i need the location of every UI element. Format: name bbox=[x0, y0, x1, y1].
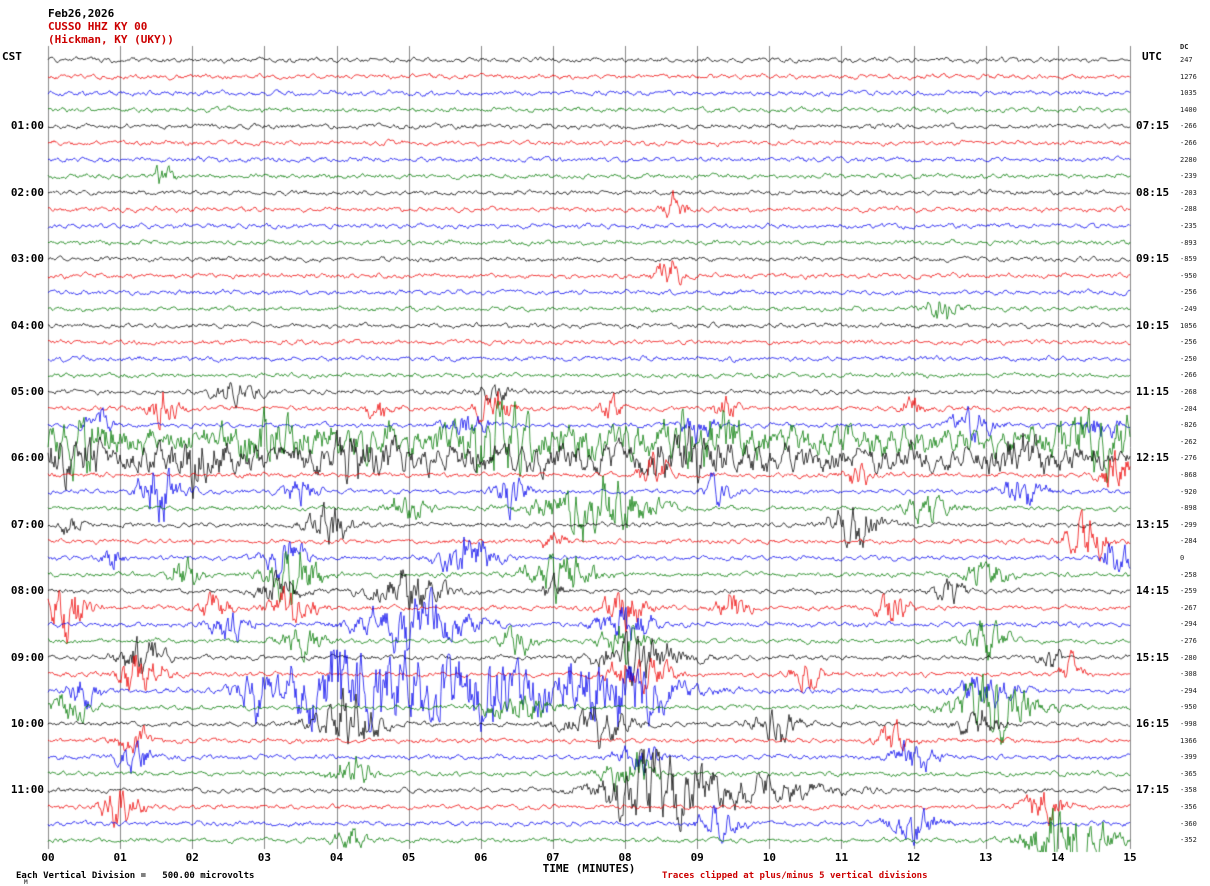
hour-label-left: 11:00 bbox=[10, 783, 44, 797]
dc-offset-value: -950 bbox=[1180, 271, 1197, 280]
hour-label-left: 04:00 bbox=[10, 318, 44, 332]
hour-label-right: 14:15 bbox=[1136, 584, 1170, 598]
x-axis-title: TIME (MINUTES) bbox=[542, 862, 636, 875]
dc-offset-value: -868 bbox=[1180, 471, 1197, 479]
dc-offset-value: -920 bbox=[1180, 487, 1197, 496]
dc-offset-value: 0 bbox=[1180, 554, 1185, 562]
hour-label-left: 03:00 bbox=[10, 252, 44, 266]
dc-offset-value: -266 bbox=[1180, 122, 1197, 131]
x-tick-label: 12 bbox=[906, 851, 921, 864]
dc-offset-value: -360 bbox=[1180, 819, 1197, 828]
hour-label-left: 07:00 bbox=[10, 517, 44, 531]
dc-offset-value: -268 bbox=[1180, 388, 1197, 396]
hour-label-right: 08:15 bbox=[1136, 185, 1170, 199]
hour-label-left: 09:00 bbox=[10, 650, 44, 664]
x-tick-label: 09 bbox=[690, 851, 704, 864]
x-tick-label: 07 bbox=[546, 851, 560, 864]
hour-label-right: 13:15 bbox=[1136, 517, 1170, 531]
dc-offset-value: -826 bbox=[1180, 421, 1197, 430]
dc-offset-value: -365 bbox=[1180, 769, 1197, 778]
hour-label-right: 16:15 bbox=[1136, 717, 1170, 730]
dc-offset-value: -308 bbox=[1180, 670, 1197, 679]
dc-offset-value: -266 bbox=[1180, 139, 1197, 147]
hour-label-right: 17:15 bbox=[1136, 783, 1170, 797]
x-tick-label: 15 bbox=[1123, 851, 1137, 864]
plot-date: Feb26,2026 bbox=[48, 7, 115, 20]
dc-offset-value: -239 bbox=[1180, 172, 1197, 181]
footer-scale-note: Each Vertical Division = 500.00 microvol… bbox=[16, 871, 255, 881]
x-tick-label: 02 bbox=[185, 851, 199, 864]
dc-offset-value: -267 bbox=[1180, 603, 1197, 612]
x-tick-label: 00 bbox=[41, 851, 55, 864]
left-timezone-label: CST bbox=[2, 50, 22, 63]
dc-offset-value: -280 bbox=[1180, 653, 1197, 662]
hour-label-left: 01:00 bbox=[10, 119, 44, 133]
dc-offset-value: -266 bbox=[1180, 371, 1197, 380]
hour-label-left: 06:00 bbox=[10, 451, 44, 465]
x-tick-label: 11 bbox=[834, 851, 849, 864]
dc-offset-value: -998 bbox=[1180, 720, 1197, 728]
dc-offset-value: -358 bbox=[1180, 786, 1197, 795]
dc-offset-value: -259 bbox=[1180, 587, 1197, 596]
dc-offset-value: 1056 bbox=[1180, 321, 1197, 330]
right-timezone-label: UTC bbox=[1142, 50, 1162, 63]
corner-mark: M bbox=[24, 879, 28, 886]
dc-offset-value: -204 bbox=[1180, 404, 1197, 413]
dc-offset-value: -249 bbox=[1180, 305, 1197, 313]
dc-offset-value: -859 bbox=[1180, 255, 1197, 264]
station-code: CUSSO HHZ KY 00 bbox=[48, 20, 148, 33]
x-tick-label: 06 bbox=[474, 851, 488, 864]
dc-offset-value: -256 bbox=[1180, 338, 1197, 347]
dc-offset-value: -294 bbox=[1180, 686, 1197, 695]
hour-label-left: 08:00 bbox=[10, 584, 44, 598]
dc-offset-value: -950 bbox=[1180, 703, 1197, 712]
dc-offset-value: -352 bbox=[1180, 836, 1197, 845]
x-tick-label: 05 bbox=[402, 851, 416, 864]
hour-label-right: 10:15 bbox=[1136, 318, 1170, 332]
dc-offset-value: -235 bbox=[1180, 222, 1197, 230]
dc-offset-value: -294 bbox=[1180, 620, 1197, 629]
x-tick-label: 01 bbox=[113, 851, 127, 864]
dc-offset-value: -203 bbox=[1180, 188, 1197, 197]
dc-offset-value: -898 bbox=[1180, 504, 1197, 513]
dc-offset-value: -356 bbox=[1180, 803, 1197, 811]
dc-offset-value: -262 bbox=[1180, 437, 1197, 446]
dc-offset-value: -256 bbox=[1180, 288, 1197, 297]
dc-offset-value: 1400 bbox=[1180, 105, 1197, 114]
dc-offset-value: -399 bbox=[1180, 753, 1197, 762]
hour-label-right: 11:15 bbox=[1136, 385, 1170, 398]
dc-offset-value: -276 bbox=[1180, 454, 1197, 463]
x-tick-label: 10 bbox=[762, 851, 776, 864]
x-tick-label: 03 bbox=[257, 851, 272, 864]
hour-label-right: 12:15 bbox=[1136, 451, 1170, 465]
hour-label-left: 05:00 bbox=[10, 385, 44, 398]
dc-offset-value: -250 bbox=[1180, 354, 1197, 363]
dc-offset-value: -288 bbox=[1180, 205, 1197, 214]
footer-clip-note: Traces clipped at plus/minus 5 vertical … bbox=[662, 871, 928, 881]
dc-offset-value: 1035 bbox=[1180, 89, 1197, 98]
dc-offset-value: -276 bbox=[1180, 637, 1197, 645]
x-tick-label: 08 bbox=[618, 851, 632, 864]
dc-offset-value: -258 bbox=[1180, 570, 1197, 579]
x-tick-label: 14 bbox=[1051, 851, 1065, 864]
dc-offset-value: -299 bbox=[1180, 520, 1197, 529]
station-location: (Hickman, KY (UKY)) bbox=[48, 33, 174, 46]
x-tick-label: 04 bbox=[329, 851, 344, 864]
dc-offset-value: 2280 bbox=[1180, 155, 1197, 164]
hour-label-left: 02:00 bbox=[10, 185, 44, 199]
x-tick-label: 13 bbox=[979, 851, 993, 864]
hour-label-left: 10:00 bbox=[10, 717, 44, 730]
dc-offset-value: 1366 bbox=[1180, 736, 1197, 745]
dc-offset-value: 1276 bbox=[1180, 72, 1197, 81]
dc-offset-value: -893 bbox=[1180, 238, 1197, 247]
hour-label-right: 07:15 bbox=[1136, 119, 1170, 133]
dc-offset-value: -284 bbox=[1180, 537, 1197, 546]
dc-column-label: DC bbox=[1180, 43, 1189, 51]
hour-label-right: 15:15 bbox=[1136, 650, 1170, 664]
dc-offset-value: 247 bbox=[1180, 56, 1193, 64]
hour-label-right: 09:15 bbox=[1136, 252, 1170, 266]
